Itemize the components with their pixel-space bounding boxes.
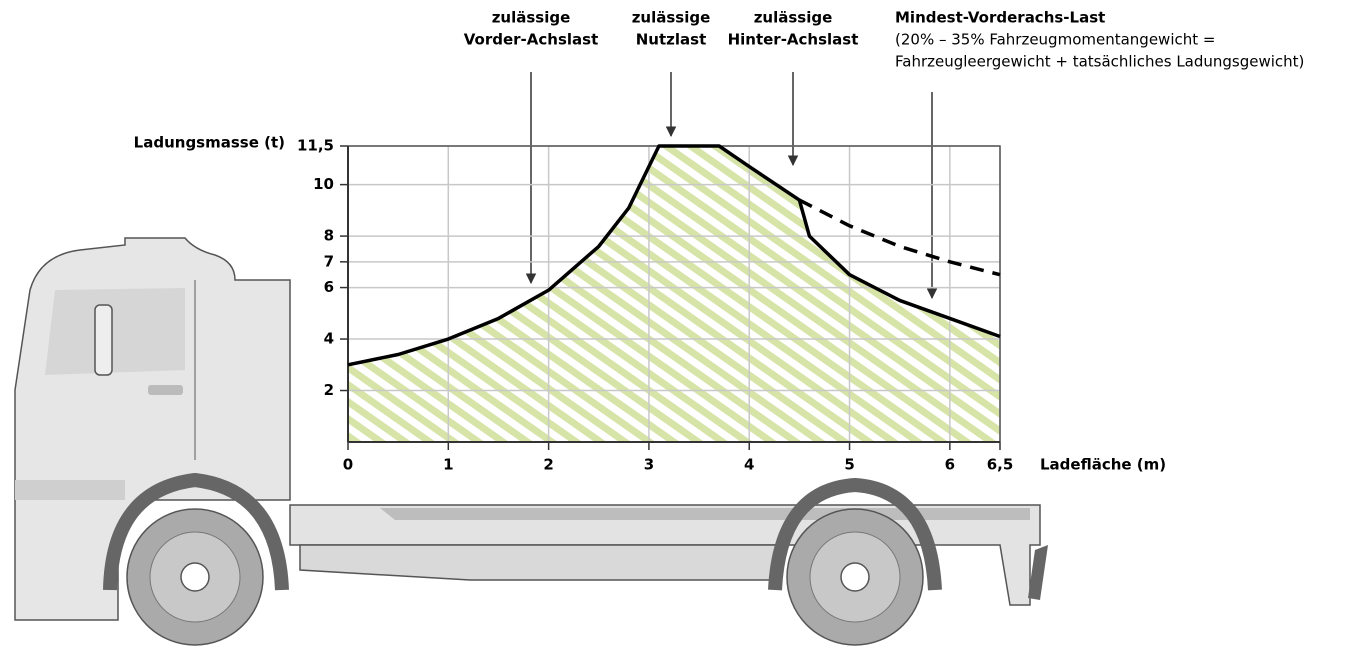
x-tick-label: 1 bbox=[443, 456, 453, 474]
arrows bbox=[525, 72, 938, 300]
annotation: zulässige bbox=[754, 9, 833, 27]
annotation: Hinter-Achslast bbox=[728, 31, 859, 49]
annotation: Fahrzeugleergewicht + tatsächliches Ladu… bbox=[895, 53, 1304, 71]
annotation: zulässige bbox=[632, 9, 711, 27]
x-tick-label: 2 bbox=[543, 456, 553, 474]
annotation: zulässige bbox=[492, 9, 571, 27]
y-tick-label: 4 bbox=[324, 330, 334, 348]
annotation: Nutzlast bbox=[636, 31, 707, 49]
annotation: (20% – 35% Fahrzeugmomentangewicht = bbox=[895, 31, 1215, 49]
y-tick-label: 2 bbox=[324, 381, 334, 399]
x-tick-label: 4 bbox=[744, 456, 754, 474]
x-axis-label: Ladefläche (m) bbox=[1040, 456, 1166, 474]
y-tick-label: 10 bbox=[313, 175, 334, 193]
y-tick-label: 6 bbox=[324, 278, 334, 296]
truck-illustration bbox=[14, 237, 1048, 646]
x-tick-label: 6,5 bbox=[987, 456, 1014, 474]
y-tick-label: 7 bbox=[324, 252, 334, 270]
y-tick-label: 8 bbox=[324, 227, 334, 245]
x-tick-label: 5 bbox=[844, 456, 854, 474]
y-axis-label: Ladungsmasse (t) bbox=[134, 134, 285, 152]
area bbox=[348, 146, 1000, 442]
annotation: Vorder-Achslast bbox=[464, 31, 599, 49]
x-tick-label: 6 bbox=[945, 456, 955, 474]
x-tick-label: 0 bbox=[343, 456, 353, 474]
line bbox=[347, 144, 1001, 367]
y-tick-label: 11,5 bbox=[297, 137, 334, 155]
annotation: Mindest-Vorderachs-Last bbox=[895, 9, 1105, 27]
x-tick-label: 3 bbox=[644, 456, 654, 474]
